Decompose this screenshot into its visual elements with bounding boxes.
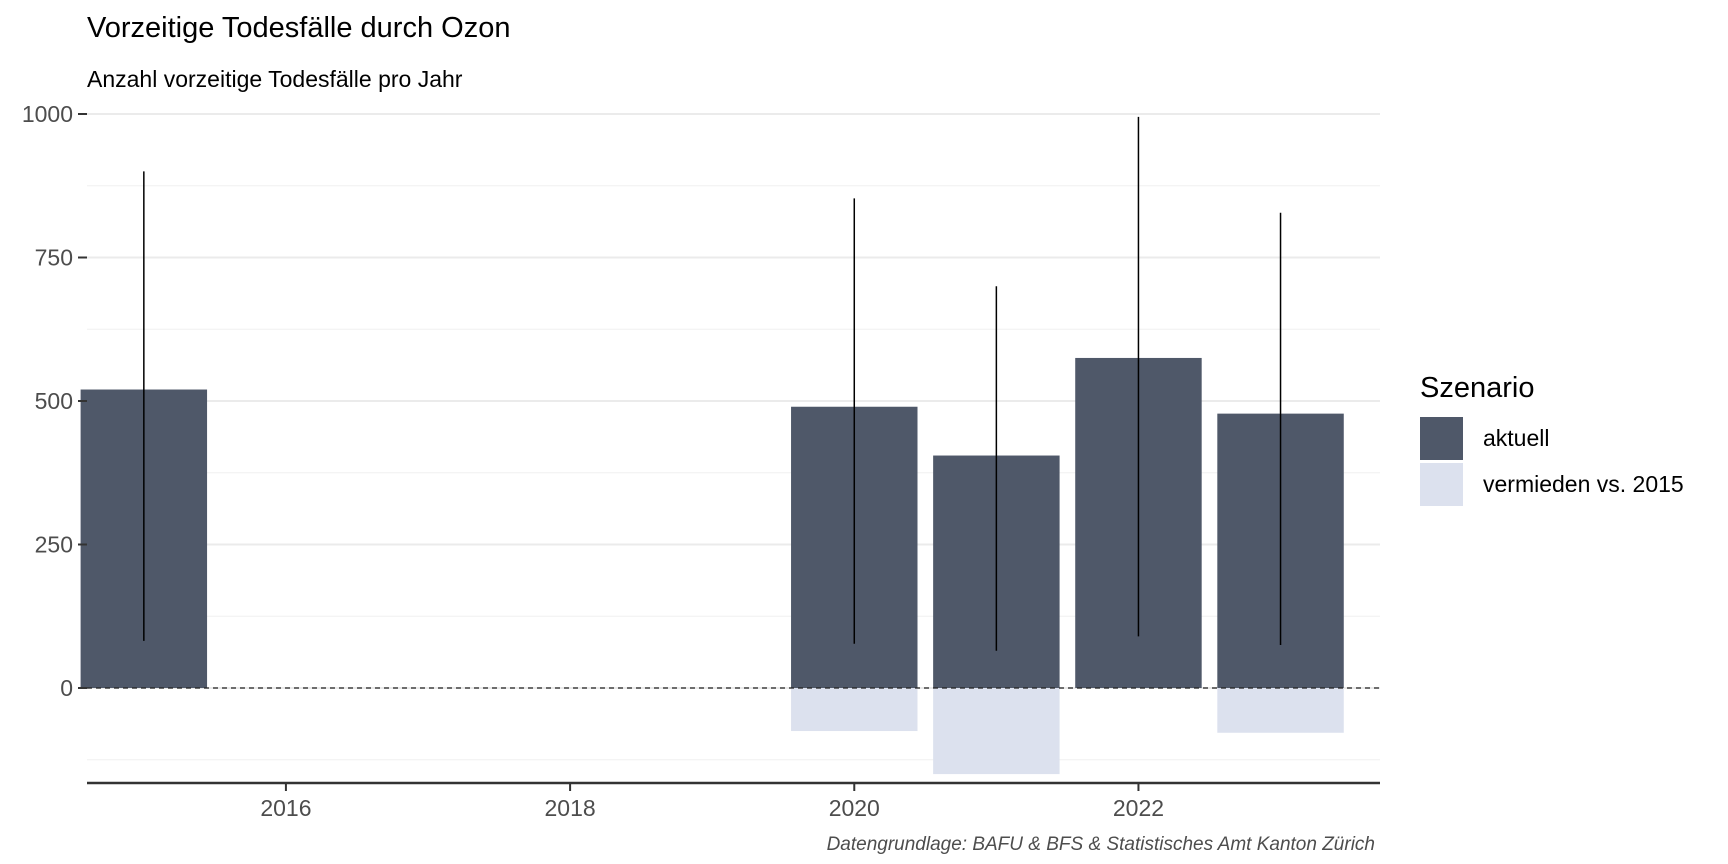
legend-title: Szenario	[1420, 372, 1535, 404]
bar-vermieden-2023	[1217, 688, 1344, 733]
legend-item-vermieden: vermieden vs. 2015	[1420, 461, 1684, 507]
chart-subtitle: Anzahl vorzeitige Todesfälle pro Jahr	[87, 66, 463, 92]
bar-vermieden-2020	[791, 688, 918, 732]
legend: Szenario aktuell vermieden vs. 2015	[1420, 372, 1684, 507]
bar-vermieden-2021	[933, 688, 1060, 775]
x-tick-label: 2020	[829, 795, 880, 821]
y-tick-label: 750	[35, 245, 73, 271]
y-tick-label: 500	[35, 388, 73, 414]
legend-label-aktuell: aktuell	[1483, 424, 1550, 451]
y-tick-label: 250	[35, 532, 73, 558]
y-tick-label: 1000	[22, 101, 73, 127]
legend-label-vermieden: vermieden vs. 2015	[1483, 470, 1684, 497]
x-tick-label: 2016	[260, 795, 311, 821]
chart-title: Vorzeitige Todesfälle durch Ozon	[87, 12, 511, 44]
legend-swatch-vermieden	[1420, 462, 1463, 506]
axes: 0 250 500 750 1000 2016 2018 2020 2022	[22, 101, 1380, 821]
chart-caption: Datengrundlage: BAFU & BFS & Statistisch…	[826, 834, 1375, 855]
x-tick-label: 2022	[1113, 795, 1164, 821]
x-tick-label: 2018	[545, 795, 596, 821]
legend-swatch-aktuell	[1420, 416, 1463, 460]
y-tick-label: 0	[60, 675, 73, 701]
bars	[80, 357, 1344, 775]
error-bars	[143, 116, 1282, 651]
legend-item-aktuell: aktuell	[1420, 415, 1684, 461]
